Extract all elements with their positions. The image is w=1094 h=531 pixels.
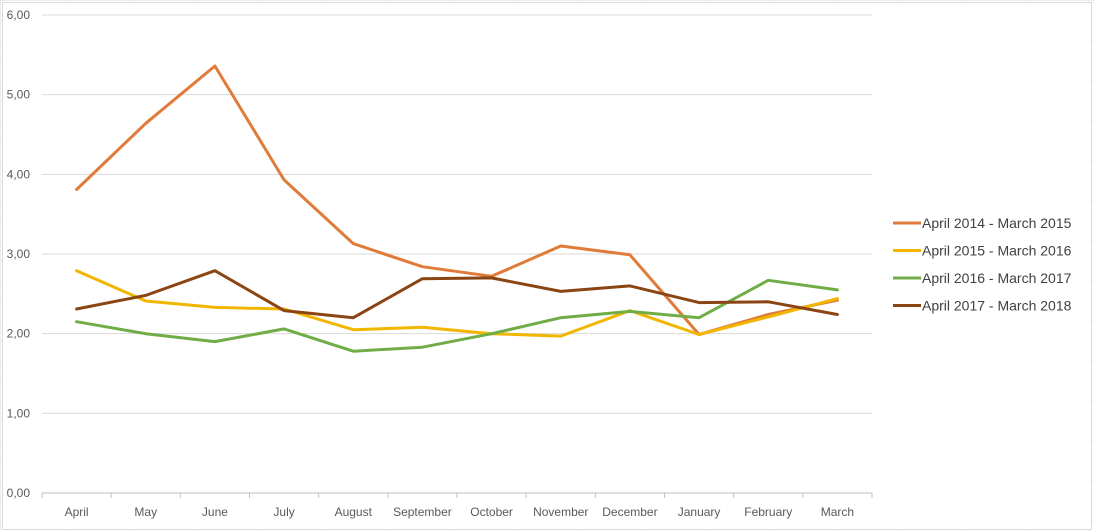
- legend: April 2014 - March 2015 April 2015 - Marc…: [893, 215, 1072, 314]
- data-point: [628, 310, 631, 313]
- x-tick-label: June: [202, 505, 228, 519]
- data-point: [628, 284, 631, 287]
- data-point: [283, 178, 286, 181]
- data-point: [836, 297, 839, 300]
- data-point: [767, 315, 770, 318]
- data-point: [352, 316, 355, 319]
- x-tick-label: March: [821, 505, 854, 519]
- data-point: [836, 313, 839, 316]
- data-point: [559, 245, 562, 248]
- data-point: [144, 300, 147, 303]
- legend-item: April 2017 - March 2018: [893, 298, 1072, 314]
- data-point: [559, 335, 562, 338]
- series-line-4: [75, 269, 839, 320]
- data-point: [213, 306, 216, 309]
- data-point: [767, 300, 770, 303]
- data-point: [421, 346, 424, 349]
- y-tick-label: 0,00: [7, 486, 31, 500]
- y-tick-label: 2,00: [7, 327, 31, 341]
- y-tick-label: 4,00: [7, 167, 31, 181]
- legend-label: April 2014 - March 2015: [922, 215, 1072, 231]
- data-point: [698, 301, 701, 304]
- x-tick-label: April: [65, 505, 89, 519]
- series-line-1: [75, 64, 839, 336]
- series-line-3: [75, 278, 839, 353]
- data-point: [75, 269, 78, 272]
- data-point: [421, 326, 424, 329]
- legend-label: April 2015 - March 2016: [922, 243, 1072, 259]
- legend-item: April 2015 - March 2016: [893, 243, 1072, 259]
- data-point: [698, 316, 701, 319]
- data-point: [421, 265, 424, 268]
- x-tick-label: July: [273, 505, 294, 519]
- data-point: [213, 340, 216, 343]
- data-point: [490, 276, 493, 279]
- legend-label: April 2016 - March 2017: [922, 270, 1072, 286]
- y-tick-label: 6,00: [7, 8, 31, 22]
- y-tick-label: 5,00: [7, 88, 31, 102]
- data-point: [144, 332, 147, 335]
- x-tick-label: February: [744, 505, 792, 519]
- x-tick-label: December: [602, 505, 657, 519]
- data-point: [767, 279, 770, 282]
- data-point: [628, 253, 631, 256]
- x-axis: April May June July August September October No…: [41, 492, 873, 519]
- data-point: [144, 122, 147, 125]
- x-tick-label: September: [393, 505, 452, 519]
- legend-label: April 2017 - March 2018: [922, 298, 1072, 314]
- data-point: [75, 307, 78, 310]
- x-tick-label: May: [134, 505, 157, 519]
- y-tick-label: 3,00: [7, 247, 31, 261]
- data-point: [213, 64, 216, 67]
- data-point: [352, 242, 355, 245]
- data-point: [490, 332, 493, 335]
- data-point: [836, 288, 839, 291]
- data-point: [421, 277, 424, 280]
- data-point: [75, 320, 78, 323]
- y-tick-label: 1,00: [7, 406, 31, 420]
- data-point: [559, 290, 562, 293]
- data-point: [352, 350, 355, 353]
- x-tick-label: November: [533, 505, 588, 519]
- data-point: [283, 327, 286, 330]
- data-point: [75, 188, 78, 191]
- gridlines: [42, 14, 872, 494]
- series-lines: [75, 64, 839, 353]
- x-tick-label: August: [335, 505, 373, 519]
- data-point: [144, 294, 147, 297]
- legend-item: April 2014 - March 2015: [893, 215, 1072, 231]
- series-line-2: [75, 269, 839, 338]
- data-point: [213, 269, 216, 272]
- data-point: [559, 316, 562, 319]
- x-tick-label: October: [470, 505, 513, 519]
- data-point: [352, 328, 355, 331]
- legend-item: April 2016 - March 2017: [893, 270, 1072, 286]
- data-point: [698, 333, 701, 336]
- x-tick-label: January: [678, 505, 721, 519]
- y-axis: 0,00 1,00 2,00 3,00 4,00 5,00 6,00: [7, 8, 31, 500]
- data-point: [283, 309, 286, 312]
